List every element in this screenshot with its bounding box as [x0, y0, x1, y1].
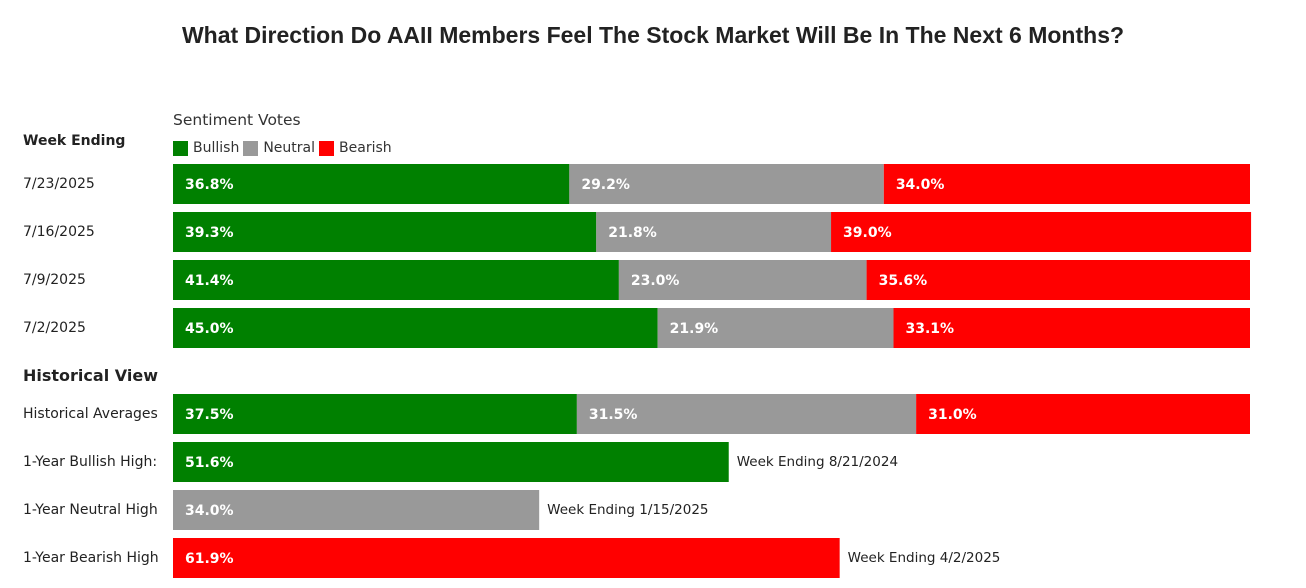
- category-label-1-year-bullish-high: 1-Year Bullish High:: [23, 454, 157, 470]
- category-label-1-year-neutral-high: 1-Year Neutral High: [23, 502, 158, 518]
- bar-neutral-7-16-2025: [596, 212, 832, 252]
- data-label-bullish-7-9-2025: 41.4%: [185, 273, 234, 289]
- legend-swatch-bearish: [319, 140, 335, 156]
- data-label-bullish-1-year-bullish-high: 51.6%: [185, 455, 234, 471]
- bar-neutral-7-9-2025: [618, 260, 867, 300]
- data-label-bearish-7-16-2025: 39.0%: [843, 225, 892, 241]
- data-label-bullish-7-16-2025: 39.3%: [185, 225, 234, 241]
- data-label-neutral-historical-averages: 31.5%: [589, 407, 638, 423]
- data-label-neutral-7-16-2025: 21.8%: [608, 225, 657, 241]
- bar-bearish-7-16-2025: [831, 212, 1252, 252]
- bar-bearish-7-23-2025: [883, 164, 1250, 204]
- category-label-7-23-2025: 7/23/2025: [23, 176, 95, 192]
- chart-subtitle: Sentiment Votes: [173, 111, 301, 129]
- category-label-7-9-2025: 7/9/2025: [23, 272, 86, 288]
- bar-neutral-7-2-2025: [657, 308, 894, 348]
- data-label-neutral-1-year-neutral-high: 34.0%: [185, 503, 234, 519]
- bar-bullish-7-23-2025: [173, 164, 570, 204]
- data-label-bullish-7-23-2025: 36.8%: [185, 177, 234, 193]
- bar-neutral-7-23-2025: [569, 164, 884, 204]
- data-label-neutral-7-2-2025: 21.9%: [670, 321, 719, 337]
- bar-bullish-1-year-bullish-high: [173, 442, 729, 482]
- note-1-year-bearish-high: Week Ending 4/2/2025: [848, 550, 1001, 566]
- legend: Bullish Neutral Bearish: [173, 139, 396, 157]
- bar-bullish-historical-averages: [173, 394, 577, 434]
- bar-bearish-1-year-bearish-high: [173, 538, 840, 578]
- legend-item-neutral: Neutral: [243, 140, 315, 156]
- category-label-1-year-bearish-high: 1-Year Bearish High: [23, 550, 159, 566]
- legend-label-neutral: Neutral: [263, 140, 316, 156]
- section-heading-historical-view: Historical View: [23, 366, 158, 385]
- note-1-year-bullish-high: Week Ending 8/21/2024: [737, 454, 898, 470]
- data-label-neutral-7-9-2025: 23.0%: [631, 273, 680, 289]
- legend-swatch-neutral: [243, 140, 259, 156]
- note-1-year-neutral-high: Week Ending 1/15/2025: [547, 502, 708, 518]
- category-label-7-2-2025: 7/2/2025: [23, 320, 86, 336]
- bar-neutral-1-year-neutral-high: [173, 490, 540, 530]
- data-label-bullish-historical-averages: 37.5%: [185, 407, 234, 423]
- bar-neutral-historical-averages: [576, 394, 917, 434]
- category-label-historical-averages: Historical Averages: [23, 406, 158, 422]
- legend-item-bearish: Bearish: [319, 140, 392, 156]
- data-label-bearish-7-9-2025: 35.6%: [879, 273, 928, 289]
- data-label-bearish-7-2-2025: 33.1%: [906, 321, 955, 337]
- bar-bullish-7-9-2025: [173, 260, 619, 300]
- bar-bearish-historical-averages: [916, 394, 1250, 434]
- chart-title: What Direction Do AAII Members Feel The …: [181, 22, 1125, 48]
- legend-item-bullish: Bullish: [173, 140, 239, 156]
- data-label-bearish-1-year-bearish-high: 61.9%: [185, 551, 234, 567]
- category-label-7-16-2025: 7/16/2025: [23, 224, 95, 240]
- data-label-neutral-7-23-2025: 29.2%: [581, 177, 630, 193]
- data-label-bearish-historical-averages: 31.0%: [928, 407, 977, 423]
- legend-swatch-bullish: [173, 140, 188, 156]
- data-label-bullish-7-2-2025: 45.0%: [185, 321, 234, 337]
- bar-bullish-7-2-2025: [173, 308, 658, 348]
- bar-bullish-7-16-2025: [173, 212, 597, 252]
- bar-bearish-7-9-2025: [866, 260, 1250, 300]
- legend-label-bullish: Bullish: [193, 140, 240, 156]
- section-heading-week-ending: Week Ending: [23, 133, 126, 149]
- legend-label-bearish: Bearish: [339, 140, 392, 156]
- bar-bearish-7-2-2025: [893, 308, 1250, 348]
- data-label-bearish-7-23-2025: 34.0%: [896, 177, 945, 193]
